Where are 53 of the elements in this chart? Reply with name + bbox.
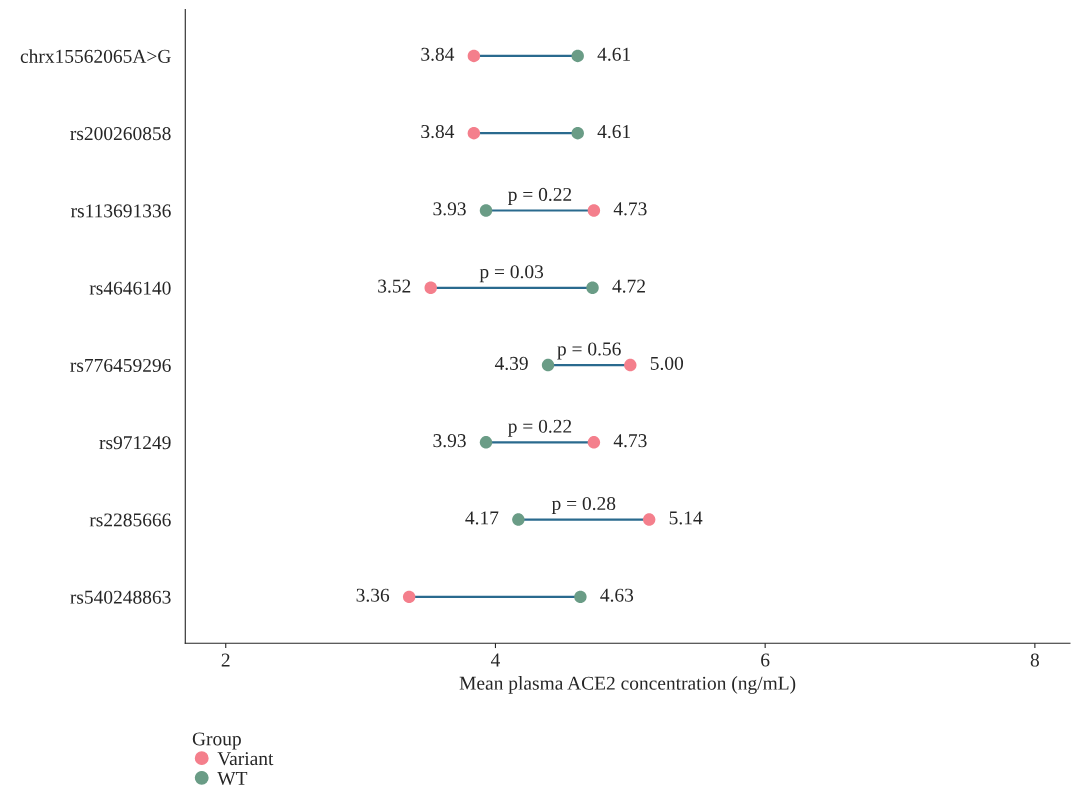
data-label: 3.36: [356, 588, 390, 602]
point: [424, 281, 437, 294]
data-label: 4.73: [613, 434, 647, 448]
point: [642, 513, 656, 526]
annotation: p = 0.03: [479, 265, 544, 283]
data-label: 5.14: [669, 511, 703, 525]
point: [571, 127, 584, 140]
x-axis-title: Mean plasma ACE2 concentration (ng/mL): [459, 676, 796, 694]
data-label: 3.93: [433, 434, 466, 448]
y-tick-label: rs2285666: [89, 513, 171, 527]
data-label: 3.84: [421, 47, 455, 61]
y-tick-label: rs776459296: [70, 358, 171, 372]
x-tick-label: 6: [761, 653, 770, 667]
annotation: p = 0.28: [551, 496, 616, 515]
annotation: p = 0.22: [508, 419, 572, 437]
point: [571, 49, 584, 63]
y-tick-label: rs540248863: [70, 590, 171, 604]
y-tick-label: rs971249: [99, 436, 171, 450]
point: [512, 513, 525, 526]
point: [586, 281, 599, 294]
data-label: 4.39: [494, 356, 528, 370]
data-label: 4.73: [613, 202, 647, 216]
y-tick-label: rs4646140: [89, 281, 171, 295]
point: [587, 204, 601, 217]
point: [624, 358, 637, 372]
data-label: 4.63: [600, 588, 634, 602]
data-label: 3.84: [421, 124, 455, 139]
legend-label: Variant: [217, 752, 274, 766]
annotation: p = 0.56: [557, 342, 621, 360]
data-label: 4.72: [612, 279, 645, 293]
y-tick-label: rs200260858: [70, 127, 171, 141]
point: [479, 204, 493, 217]
point: [479, 436, 493, 449]
data-label: 4.61: [597, 47, 631, 61]
x-tick-label: 4: [490, 653, 501, 667]
data-label: 4.61: [597, 125, 631, 139]
point: [467, 49, 481, 63]
x-tick-label: 8: [1030, 653, 1039, 667]
legend-label: WT: [217, 771, 248, 785]
data-label: 3.93: [433, 202, 466, 216]
y-tick-label: chrx15562065A>G: [20, 49, 171, 63]
y-tick-label: rs113691336: [70, 204, 171, 218]
data-label: 3.52: [378, 279, 411, 293]
x-tick-label: 2: [221, 653, 230, 667]
point: [574, 590, 587, 604]
legend-title: Group: [192, 732, 241, 750]
annotation: p = 0.22: [508, 187, 572, 205]
point: [402, 590, 416, 604]
point: [587, 436, 601, 449]
point: [467, 127, 481, 140]
data-label: 4.17: [465, 511, 499, 525]
point: [541, 358, 555, 372]
data-label: 5.00: [650, 356, 684, 370]
